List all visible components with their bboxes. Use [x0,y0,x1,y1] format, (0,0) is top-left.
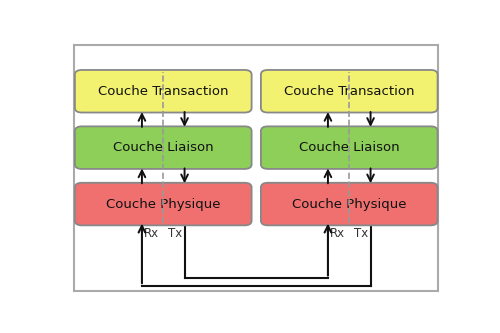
Text: Couche Transaction: Couche Transaction [98,85,228,98]
Text: Tx: Tx [168,227,182,240]
Text: Couche Transaction: Couche Transaction [284,85,414,98]
FancyBboxPatch shape [74,45,438,291]
Text: Couche Physique: Couche Physique [292,197,406,210]
FancyBboxPatch shape [75,183,252,225]
FancyBboxPatch shape [75,70,252,113]
Text: Couche Physique: Couche Physique [106,197,220,210]
FancyBboxPatch shape [261,183,438,225]
FancyBboxPatch shape [75,126,252,169]
FancyBboxPatch shape [261,70,438,113]
Text: Rx: Rx [144,227,159,240]
Text: Tx: Tx [354,227,368,240]
Text: Couche Liaison: Couche Liaison [113,141,214,154]
Text: Couche Liaison: Couche Liaison [299,141,400,154]
FancyBboxPatch shape [261,126,438,169]
Text: Rx: Rx [330,227,345,240]
